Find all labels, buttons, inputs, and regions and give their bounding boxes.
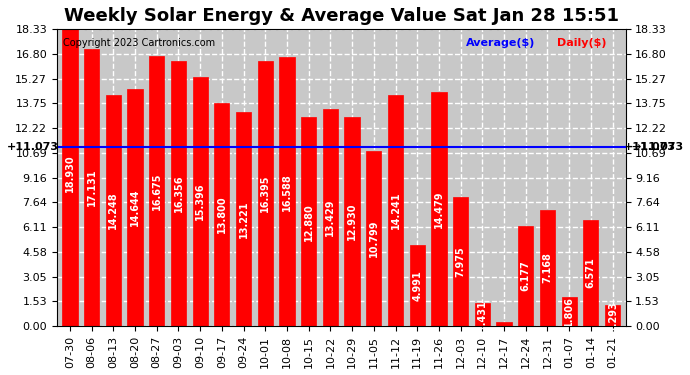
Text: 1.431: 1.431 [477,299,487,330]
Bar [496,322,511,326]
Text: 16.356: 16.356 [173,175,184,212]
Text: 16.675: 16.675 [152,172,161,210]
Text: 17.131: 17.131 [87,169,97,206]
Text: 10.799: 10.799 [368,220,379,257]
Bar [453,197,469,326]
Bar [540,210,555,326]
Text: 14.644: 14.644 [130,189,140,226]
Bar [323,109,338,326]
Bar [518,226,533,326]
Text: 14.248: 14.248 [108,192,119,230]
Bar [257,61,273,326]
Text: 13.429: 13.429 [326,198,335,236]
Text: +11.073: +11.073 [623,142,676,152]
Text: 15.396: 15.396 [195,183,205,220]
Text: 7.168: 7.168 [542,252,553,284]
Text: 16.395: 16.395 [260,174,270,212]
Bar [388,96,403,326]
Text: 6.177: 6.177 [521,261,531,291]
Text: 14.241: 14.241 [391,192,400,230]
Bar [410,245,425,326]
Bar [366,151,382,326]
Bar [344,117,359,326]
Bar [84,49,99,326]
Bar [301,117,316,326]
Text: 12.880: 12.880 [304,203,314,241]
Text: 13.221: 13.221 [239,200,248,238]
Text: 7.975: 7.975 [455,246,466,277]
Bar [193,77,208,326]
Bar [279,57,295,326]
Text: 1.806: 1.806 [564,296,574,327]
Text: +11.073: +11.073 [7,142,59,152]
Bar [128,89,143,326]
Bar [475,303,490,326]
Text: 4.991: 4.991 [412,270,422,301]
Bar [431,92,446,326]
Bar [215,103,230,326]
Text: →11.073: →11.073 [631,142,683,152]
Text: Average($): Average($) [466,38,535,48]
Bar [106,95,121,326]
Bar [562,297,577,326]
Bar [171,61,186,326]
Text: 16.588: 16.588 [282,173,292,211]
Bar [236,112,251,326]
Text: 12.930: 12.930 [347,202,357,240]
Text: 18.930: 18.930 [65,154,75,192]
Bar [605,305,620,326]
Text: Daily($): Daily($) [558,38,607,48]
Bar [583,220,598,326]
Bar [149,56,164,326]
Text: Copyright 2023 Cartronics.com: Copyright 2023 Cartronics.com [63,38,215,48]
Text: 1.293: 1.293 [608,300,618,331]
Title: Weekly Solar Energy & Average Value Sat Jan 28 15:51: Weekly Solar Energy & Average Value Sat … [63,7,619,25]
Text: 14.479: 14.479 [434,190,444,228]
Text: 6.571: 6.571 [586,257,596,288]
Bar [62,20,77,326]
Text: 13.800: 13.800 [217,195,227,233]
